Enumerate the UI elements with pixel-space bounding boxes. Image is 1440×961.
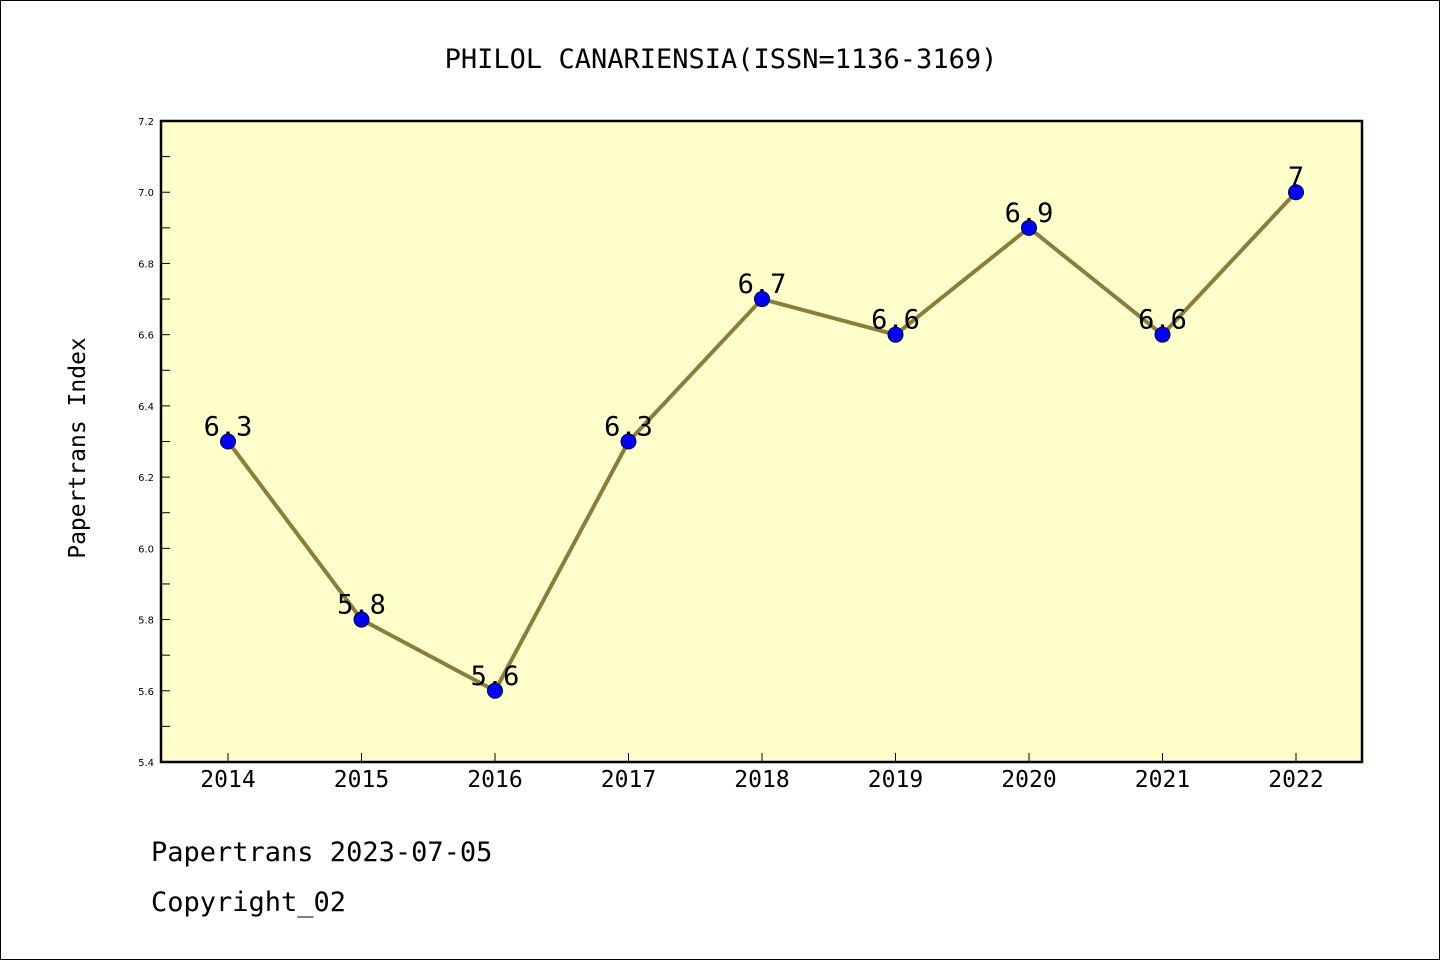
y-tick-label: 5.6 — [138, 687, 154, 698]
data-point-marker — [353, 611, 370, 628]
plot-area — [159, 119, 1364, 764]
series-markers — [220, 184, 1304, 699]
data-point-marker — [487, 682, 503, 699]
y-axis-ticks: 5.4 5.6 5.8 6.0 6.2 6.4 6.6 6.8 7.0 7.2 — [138, 117, 170, 769]
footer-date: Papertrans 2023-07-05 — [151, 837, 493, 868]
x-tick-label: 2019 — [868, 767, 923, 793]
y-tick-label: 7.2 — [138, 117, 154, 128]
x-tick-label: 2018 — [734, 767, 789, 793]
y-tick-label: 6.0 — [138, 544, 154, 555]
y-tick-label: 6.4 — [138, 402, 154, 413]
x-axis-ticks: 2014 2015 2016 2017 2018 2019 2020 2021 2022 — [200, 753, 1324, 793]
data-point-marker — [887, 326, 904, 343]
y-tick-label: 6.8 — [138, 259, 154, 270]
x-tick-label: 2015 — [334, 767, 389, 793]
x-tick-label: 2022 — [1268, 767, 1323, 793]
data-point-marker — [1288, 184, 1304, 201]
y-axis-label: Papertrans Index — [65, 337, 91, 559]
data-point-marker — [1154, 326, 1171, 343]
data-point-marker — [620, 433, 637, 450]
y-tick-label: 7.0 — [138, 188, 154, 199]
footer-copyright: Copyright_02 — [151, 887, 347, 918]
y-tick-label: 5.8 — [138, 616, 154, 627]
chart-title: PHILOL CANARIENSIA(ISSN=1136-3169) — [445, 44, 998, 75]
data-point-marker — [1021, 219, 1037, 236]
data-point-marker — [220, 433, 236, 450]
y-tick-label: 6.2 — [138, 473, 154, 484]
y-tick-label: 6.6 — [138, 331, 154, 342]
x-tick-label: 2014 — [200, 767, 255, 793]
y-tick-label: 5.4 — [138, 758, 154, 769]
data-point-marker — [754, 291, 770, 308]
x-tick-label: 2020 — [1001, 767, 1056, 793]
x-tick-label: 2016 — [467, 767, 522, 793]
x-tick-label: 2021 — [1135, 767, 1190, 793]
x-tick-label: 2017 — [601, 767, 656, 793]
